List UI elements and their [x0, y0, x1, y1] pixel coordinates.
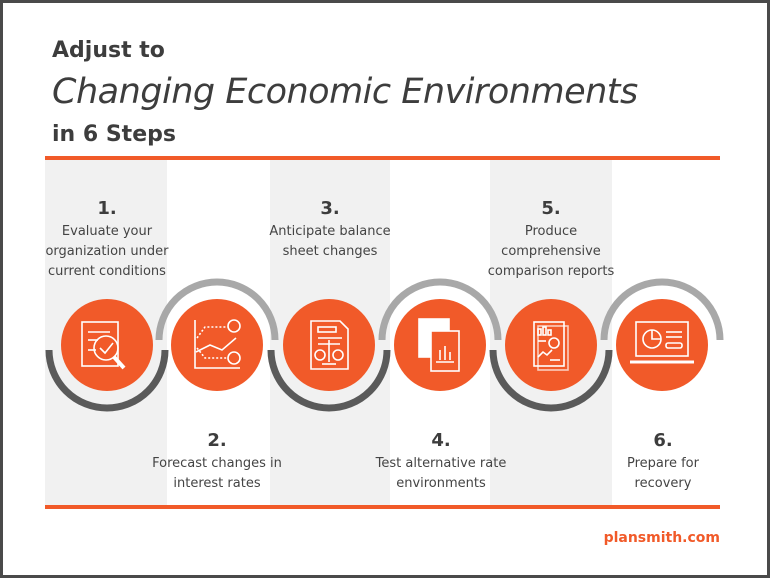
arc-top: [155, 278, 279, 341]
step-1: 1. Evaluate your organization under curre…: [32, 196, 182, 282]
step-number: 5.: [541, 198, 561, 219]
document-balance-scale-icon: [310, 320, 349, 370]
arc-bottom: [45, 349, 169, 412]
arc-bottom: [267, 349, 391, 412]
step-text: Prepare for recovery: [627, 456, 699, 491]
website-link[interactable]: plansmith.com: [603, 530, 720, 546]
bottom-rule: [45, 505, 720, 509]
step-number: 3.: [320, 198, 340, 219]
step-text: Anticipate balance sheet changes: [269, 224, 391, 259]
documents-bar-chart-icon: [418, 318, 460, 372]
step-circle: [171, 299, 263, 391]
arc-bottom: [489, 349, 613, 412]
step-number: 1.: [97, 198, 117, 219]
step-6: 6. Prepare for recovery: [603, 428, 723, 494]
arc-top: [378, 278, 502, 341]
step-text: Produce comprehensive comparison reports: [487, 224, 615, 279]
step-4: 4. Test alternative rate environments: [366, 428, 516, 494]
step-circle: [61, 299, 153, 391]
top-rule: [45, 156, 720, 160]
step-number: 2.: [207, 430, 227, 451]
step-3: 3. Anticipate balance sheet changes: [255, 196, 405, 262]
step-number: 4.: [431, 430, 451, 451]
step-text: Forecast changes in interest rates: [152, 456, 282, 491]
document-magnifier-check-icon: [81, 321, 126, 370]
report-charts-icon: [533, 321, 569, 371]
step-circle: [616, 299, 708, 391]
step-2: 2. Forecast changes in interest rates: [144, 428, 290, 494]
step-text: Test alternative rate environments: [375, 456, 507, 491]
step-text: Evaluate your organization under current…: [45, 224, 169, 279]
step-5: 5. Produce comprehensive comparison repor…: [476, 196, 626, 282]
arc-top: [600, 278, 724, 341]
title-line-3: in 6 Steps: [52, 122, 176, 147]
step-circle: [505, 299, 597, 391]
chart-question-forecast-icon: [194, 319, 241, 369]
laptop-pie-chart-icon: [630, 321, 694, 364]
step-number: 6.: [653, 430, 673, 451]
title-line-2: Changing Economic Environments: [52, 72, 638, 112]
title-line-1: Adjust to: [52, 38, 165, 63]
